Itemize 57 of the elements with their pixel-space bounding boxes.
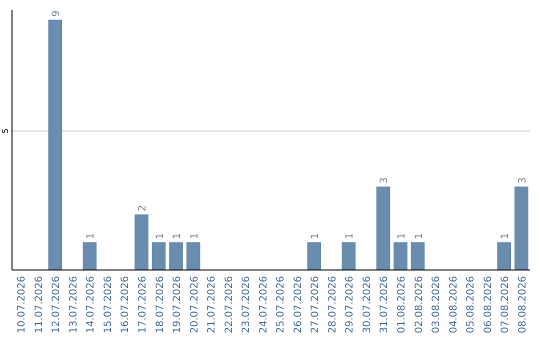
bar xyxy=(186,242,200,270)
bar xyxy=(169,242,183,270)
data-label: 1 xyxy=(310,232,322,240)
x-tick-label: 01.08.2026 xyxy=(396,276,408,334)
x-tick-label: 28.07.2026 xyxy=(327,276,338,334)
data-label: 1 xyxy=(189,232,200,240)
x-tick-label: 12.07.2026 xyxy=(51,276,62,334)
x-tick-label: 24.07.2026 xyxy=(258,276,270,334)
data-label: 1 xyxy=(344,232,356,240)
bar xyxy=(134,214,148,270)
x-tick-label: 03.08.2026 xyxy=(431,276,442,334)
data-label: 1 xyxy=(500,232,512,240)
x-tick-label: 06.08.2026 xyxy=(482,276,494,334)
bar xyxy=(410,242,425,270)
bar xyxy=(48,20,62,270)
x-tick-label: 08.08.2026 xyxy=(517,276,528,334)
x-tick-label: 04.08.2026 xyxy=(448,276,460,334)
data-label: 3 xyxy=(517,177,528,184)
x-tick-label: 05.08.2026 xyxy=(466,276,477,334)
x-tick-label: 02.08.2026 xyxy=(414,276,425,334)
x-tick-label: 17.07.2026 xyxy=(138,276,148,334)
data-label: 1 xyxy=(86,232,97,240)
bar xyxy=(342,242,356,270)
x-tick-label: 10.07.2026 xyxy=(16,276,28,334)
x-tick-label: 31.07.2026 xyxy=(379,276,390,334)
data-label: 9 xyxy=(51,10,62,17)
x-tick-label: 14.07.2026 xyxy=(86,276,97,334)
bar xyxy=(394,242,408,270)
data-label: 2 xyxy=(138,205,148,212)
bar xyxy=(497,242,512,270)
bar xyxy=(82,242,97,270)
y-tick-label: 5 xyxy=(1,128,10,134)
bar xyxy=(514,186,528,270)
data-label: 1 xyxy=(396,232,408,240)
x-tick-label: 07.08.2026 xyxy=(500,276,512,334)
x-tick-label: 23.07.2026 xyxy=(241,276,252,334)
x-tick-label: 25.07.2026 xyxy=(276,276,287,334)
x-tick-label: 27.07.2026 xyxy=(310,276,322,334)
data-label: 1 xyxy=(172,232,184,240)
x-tick-label: 19.07.2026 xyxy=(172,276,184,334)
bar xyxy=(307,242,322,270)
x-tick-label: 11.07.2026 xyxy=(34,276,45,334)
data-label: 1 xyxy=(154,232,166,240)
data-label: 3 xyxy=(379,177,390,184)
x-tick-label: 29.07.2026 xyxy=(344,276,356,334)
x-tick-label: 20.07.2026 xyxy=(189,276,200,334)
x-tick-label: 16.07.2026 xyxy=(120,276,132,334)
x-tick-label: 18.07.2026 xyxy=(154,276,166,334)
x-tick-label: 22.07.2026 xyxy=(224,276,235,334)
x-tick-label: 15.07.2026 xyxy=(102,276,114,334)
bar xyxy=(152,242,166,270)
x-tick-label: 26.07.2026 xyxy=(292,276,304,334)
data-label: 1 xyxy=(414,232,425,240)
x-tick-label: 30.07.2026 xyxy=(362,276,373,334)
bar xyxy=(376,186,390,270)
x-tick-label: 21.07.2026 xyxy=(206,276,218,334)
x-tick-label: 13.07.2026 xyxy=(68,276,80,334)
